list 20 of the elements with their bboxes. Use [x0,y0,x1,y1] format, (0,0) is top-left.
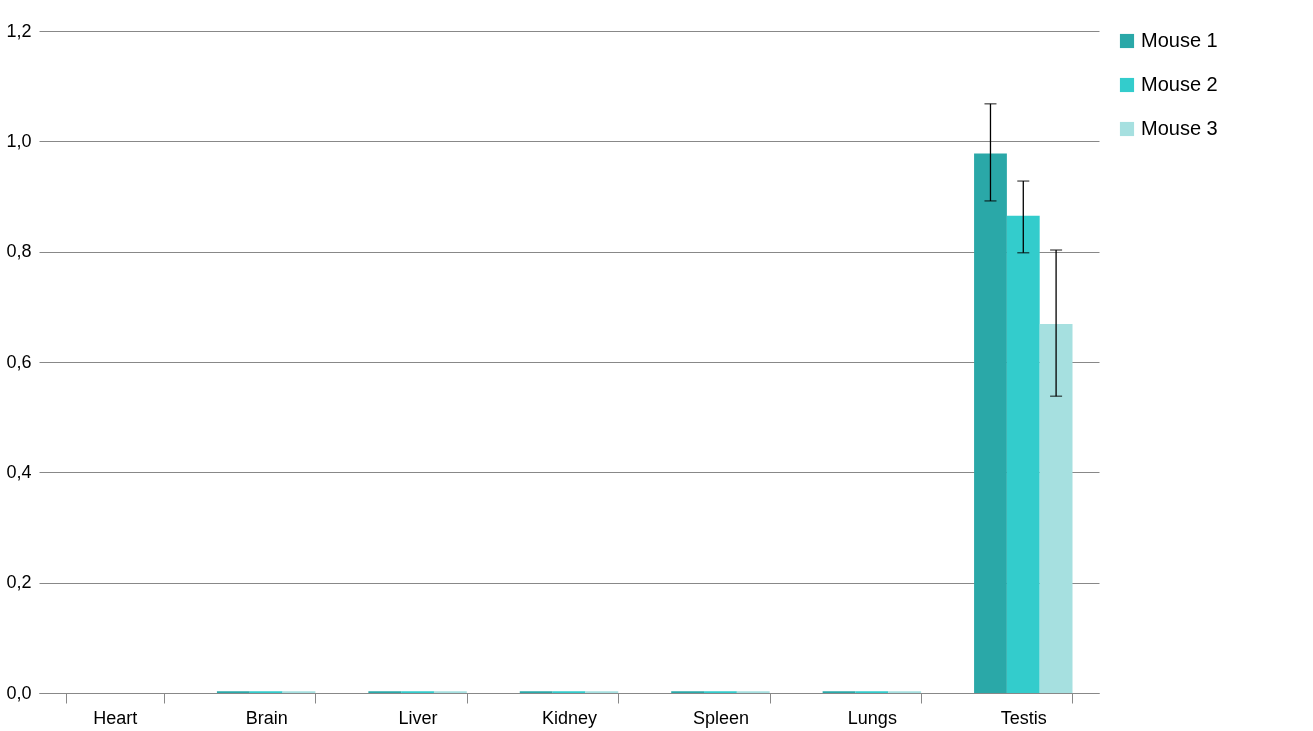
legend-label: Mouse 2 [1141,73,1218,95]
x-tick-label: Testis [1000,707,1047,728]
y-tick-label: 0,8 [6,241,32,262]
y-tick-label: 1,0 [6,130,32,151]
bar [974,153,1007,693]
legend-label: Mouse 1 [1141,29,1218,51]
y-tick-label: 0,6 [6,351,32,372]
legend-label: Mouse 3 [1141,117,1218,139]
x-tick-label: Lungs [847,707,897,728]
y-tick-label: 1,2 [6,20,32,41]
x-tick-label: Liver [398,707,438,728]
x-tick-label: Spleen [692,707,749,728]
x-tick-label: Kidney [541,707,598,728]
bar [1006,215,1040,693]
y-tick-label: 0,2 [6,572,32,593]
y-tick-label: 0,4 [6,461,32,482]
bar [1039,323,1073,693]
x-tick-label: Brain [245,707,288,728]
x-tick-label: Heart [93,707,138,728]
y-tick-label: 0,0 [6,682,32,703]
